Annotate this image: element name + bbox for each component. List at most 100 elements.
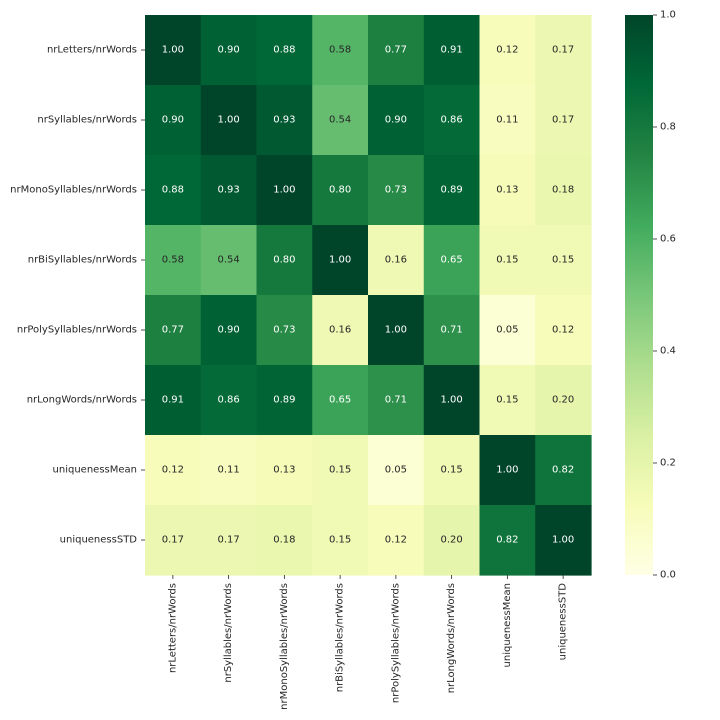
y-tick-label: nrPolySyllables/nrWords <box>17 325 137 336</box>
heatmap-cell <box>368 225 425 296</box>
heatmap-cell-value: 0.16 <box>329 325 351 336</box>
heatmap-cell <box>479 225 536 296</box>
heatmap-cell-value: 0.11 <box>496 115 518 126</box>
heatmap-cell-value: 0.90 <box>385 115 407 126</box>
heatmap-cell-value: 0.15 <box>329 535 351 546</box>
heatmap-cell <box>423 365 481 436</box>
heatmap-cell <box>423 225 481 296</box>
heatmap-cell-value: 0.90 <box>162 115 184 126</box>
y-tick-labels: nrLetters/nrWords nrSyllables/nrWords nrMo… <box>10 45 145 546</box>
heatmap-cell <box>312 225 369 296</box>
heatmap-cell-value: 0.54 <box>217 255 239 266</box>
heatmap-cell-value: 0.80 <box>273 255 295 266</box>
heatmap-cell-value: 0.54 <box>329 115 351 126</box>
heatmap-cell-value: 0.89 <box>440 185 462 196</box>
heatmap-cell <box>368 15 425 86</box>
heatmap-cell <box>145 435 202 506</box>
heatmap-cell <box>479 15 536 86</box>
heatmap-cell <box>535 505 592 576</box>
heatmap-cell-value: 1.00 <box>552 535 574 546</box>
x-tick-label: nrSyllables/nrWords <box>223 583 234 683</box>
heatmap-cell-value: 0.71 <box>385 395 407 406</box>
heatmap-cell-value: 0.18 <box>552 185 574 196</box>
heatmap-cell-value: 0.05 <box>496 325 518 336</box>
colorbar-tick-label: 0.2 <box>660 458 676 469</box>
heatmap-cell <box>535 225 592 296</box>
colorbar-scale <box>625 15 653 575</box>
heatmap-cell-value: 0.91 <box>440 45 462 56</box>
heatmap-cell-value: 0.65 <box>329 395 351 406</box>
heatmap-cell <box>200 15 258 86</box>
heatmap-cell <box>200 365 258 436</box>
heatmap-cell <box>535 85 592 156</box>
colorbar-tick-label: 0.4 <box>660 346 676 357</box>
heatmap-cell-value: 0.16 <box>385 255 407 266</box>
heatmap-cell <box>312 155 369 226</box>
heatmap-cell <box>535 435 592 506</box>
heatmap-cell <box>368 505 425 576</box>
heatmap-cell-value: 0.93 <box>273 115 295 126</box>
heatmap-cell <box>368 85 425 156</box>
heatmap-cell <box>479 155 536 226</box>
heatmap-cell <box>200 505 258 576</box>
x-tick-label: nrMonoSyllables/nrWords <box>279 583 290 710</box>
heatmap-cell-value: 0.15 <box>496 395 518 406</box>
heatmap-cell <box>423 15 481 86</box>
heatmap-cell-value: 0.82 <box>552 465 574 476</box>
heatmap-cell-value: 0.17 <box>552 115 574 126</box>
heatmap-cell <box>479 295 536 366</box>
heatmap-cell-value: 0.15 <box>440 465 462 476</box>
heatmap-cell <box>312 15 369 86</box>
heatmap-cell-value: 0.20 <box>440 535 462 546</box>
heatmap-cell-value: 1.00 <box>329 255 351 266</box>
heatmap-cell-value: 0.13 <box>496 185 518 196</box>
heatmap-cell <box>535 155 592 226</box>
x-tick-label: nrBiSyllables/nrWords <box>335 583 346 692</box>
heatmap-cell-value: 1.00 <box>496 465 518 476</box>
heatmap-cell <box>200 435 258 506</box>
heatmap-cell <box>423 85 481 156</box>
heatmap-cell-value: 0.82 <box>496 535 518 546</box>
y-tick-label: nrLetters/nrWords <box>47 45 137 56</box>
heatmap-cell-value: 0.12 <box>552 325 574 336</box>
heatmap-cell <box>535 295 592 366</box>
y-tick-label: nrBiSyllables/nrWords <box>28 255 137 266</box>
heatmap-cell-value: 0.90 <box>217 325 239 336</box>
heatmap-cell-value: 0.17 <box>162 535 184 546</box>
x-tick-label: uniquenessMean <box>502 583 513 667</box>
heatmap-cell <box>256 435 313 506</box>
y-tick-label: uniquenessMean <box>53 465 137 476</box>
heatmap-cell <box>423 435 481 506</box>
x-tick-label: nrLetters/nrWords <box>167 583 178 673</box>
heatmap-cell <box>535 365 592 436</box>
colorbar-tick-label: 0.0 <box>660 570 676 581</box>
heatmap-cell <box>256 505 313 576</box>
y-tick-label: nrSyllables/nrWords <box>37 115 137 126</box>
heatmap-cell <box>479 365 536 436</box>
colorbar-tick-label: 0.8 <box>660 122 676 133</box>
heatmap-cell <box>200 85 258 156</box>
y-tick-label: nrMonoSyllables/nrWords <box>10 185 137 196</box>
heatmap-cell-value: 0.88 <box>273 45 295 56</box>
heatmap-cell <box>368 295 425 366</box>
heatmap-cell-value: 0.17 <box>217 535 239 546</box>
heatmap-annotations: 1.00 0.90 0.88 0.58 0.77 0.91 0.12 0.17 0.90 1.00… <box>162 45 575 546</box>
heatmap-cell <box>256 85 313 156</box>
heatmap-cells <box>145 15 592 576</box>
heatmap-cell-value: 0.17 <box>552 45 574 56</box>
heatmap-cell <box>145 365 202 436</box>
heatmap-cell-value: 0.86 <box>217 395 239 406</box>
heatmap-cell-value: 0.58 <box>162 255 184 266</box>
heatmap-cell <box>479 85 536 156</box>
heatmap-cell <box>256 365 313 436</box>
heatmap-cell-value: 1.00 <box>162 45 184 56</box>
heatmap-cell-value: 1.00 <box>273 185 295 196</box>
heatmap-cell-value: 0.05 <box>385 465 407 476</box>
y-tick-label: nrLongWords/nrWords <box>27 395 137 406</box>
heatmap-cell <box>423 295 481 366</box>
heatmap-cell <box>423 505 481 576</box>
heatmap-cell <box>312 295 369 366</box>
heatmap-cell-value: 0.91 <box>162 395 184 406</box>
heatmap-cell-value: 0.15 <box>496 255 518 266</box>
heatmap-cell-value: 0.11 <box>217 465 239 476</box>
